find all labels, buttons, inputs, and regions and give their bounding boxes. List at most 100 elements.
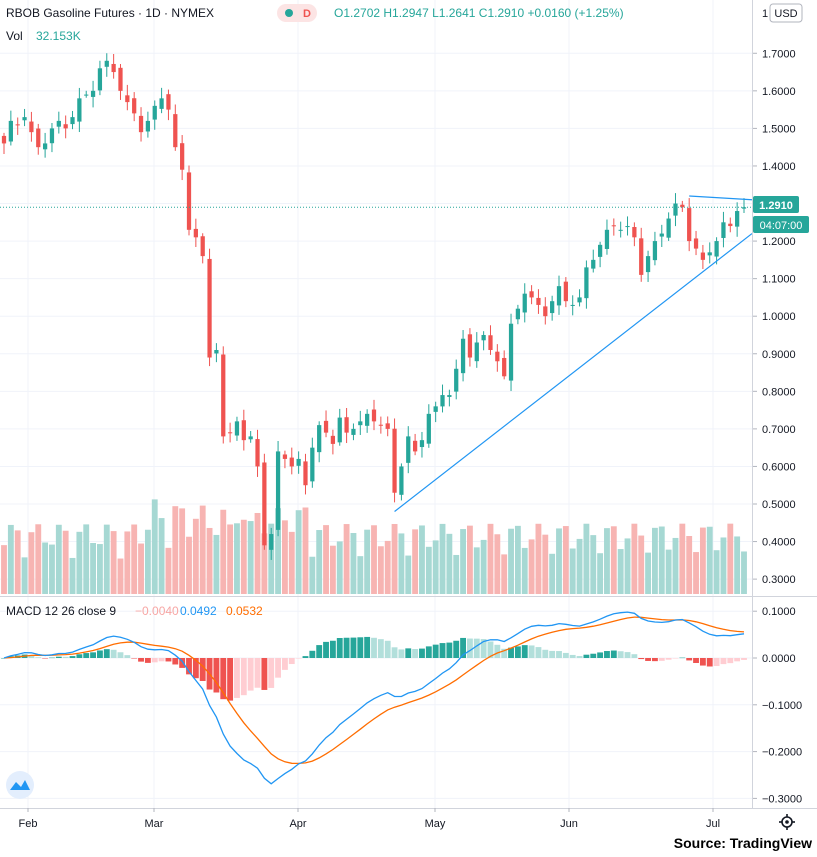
tradingview-logo-icon[interactable] [6,771,34,799]
volume-bar [569,548,576,594]
candle-body [207,258,212,358]
macd-tick-label: −0.2000 [762,747,802,759]
candle-body [645,256,651,273]
volume-bar [138,543,144,594]
volume-bar [165,547,172,594]
candle-body [659,233,664,237]
macd-histogram-bar [446,642,453,658]
candle-body [36,128,41,148]
macd-pane[interactable] [1,611,747,785]
volume-bar [508,528,514,594]
candle [138,107,144,142]
price-candles[interactable] [1,53,747,560]
candle [700,244,706,270]
volume-bar [28,532,35,594]
candle-body [700,252,706,260]
candle-body [90,90,96,97]
gear-icon[interactable] [779,814,795,830]
volume-bar [480,539,487,594]
macd-histogram-bar [425,646,432,658]
volume-bar [542,534,549,594]
macd-histogram-bar [213,658,220,693]
volume-bar [604,528,610,594]
candle-body [618,229,623,231]
volume-bar [419,525,425,594]
macd-histogram-bar [316,645,323,658]
candle [652,231,658,266]
candle-body [104,60,109,67]
price-scale[interactable]: 1.70001.60001.50001.40001.30001.20001.10… [753,8,796,586]
macd-histogram-bar [412,649,419,658]
macd-histogram-bar [295,658,302,659]
candle-body [440,395,445,407]
volume-bar [467,525,473,594]
market-status-badge[interactable] [277,4,317,22]
candle [502,350,507,380]
candle [563,277,568,308]
macd-histogram-bar [391,647,398,658]
x-tick-label: Apr [289,818,306,830]
candle [392,418,397,503]
y-tick-label: 0.5000 [762,499,796,511]
volume-bar [206,527,213,594]
candle [371,399,377,431]
macd-histogram-bar [542,649,549,658]
x-tick-label: Feb [19,818,38,830]
countdown-text: 04:07:00 [760,220,803,232]
candle-body [707,252,712,256]
volume-bar [7,524,14,594]
candle-body [111,63,116,73]
volume-bar [610,526,617,594]
macd-scale[interactable]: 0.1000 0.0000 −0.1000 −0.2000 −0.3000 [753,606,802,805]
candle-body [214,350,219,354]
trend-line-support [394,233,753,512]
macd-histogram-bar [631,654,638,658]
candle [385,416,390,437]
volume-bar [720,537,727,594]
macd-histogram-bar [624,652,631,658]
macd-histogram-bar [254,658,261,688]
candle-body [508,323,514,381]
candle-body [604,229,610,249]
candle [262,453,267,550]
volume-bar [295,510,302,594]
candle-body [632,227,637,238]
candle [412,433,418,456]
macd-histogram-bar [693,658,699,663]
time-scale[interactable]: Feb Mar Apr May Jun Jul [19,808,721,830]
candle [522,283,527,323]
candle-body [611,225,616,227]
volume-bar [234,523,240,594]
currency-button[interactable] [769,3,803,23]
x-tick-label: Jul [706,818,720,830]
macd-histogram-bar [131,658,138,659]
candle [56,111,61,134]
macd-histogram-bar [357,637,364,658]
volume-bar [549,553,556,594]
macd-histogram-bar [302,656,309,658]
candle-body [255,439,260,467]
candle [22,108,27,127]
candle [550,295,555,321]
last-price-text: 1.2910 [759,200,793,212]
volume-bar [42,542,49,594]
volume-bar [275,508,281,594]
candle-body [419,440,425,448]
macd-histogram-bar [275,658,281,678]
candle [611,218,616,236]
volume-bar [494,534,501,594]
candle [193,218,198,248]
x-tick-label: Jun [560,818,578,830]
y-tick-label: 1.5000 [762,123,796,135]
macd-histogram-bar [49,657,55,659]
price-overlays [0,195,753,512]
candle-body [426,413,431,444]
candle-body [522,293,527,313]
candle-body [728,223,733,227]
volume-bar [453,554,460,594]
candle-body [227,432,233,434]
candle [282,450,288,469]
macd-histogram-bar [699,658,706,666]
volume-bar [97,544,103,594]
